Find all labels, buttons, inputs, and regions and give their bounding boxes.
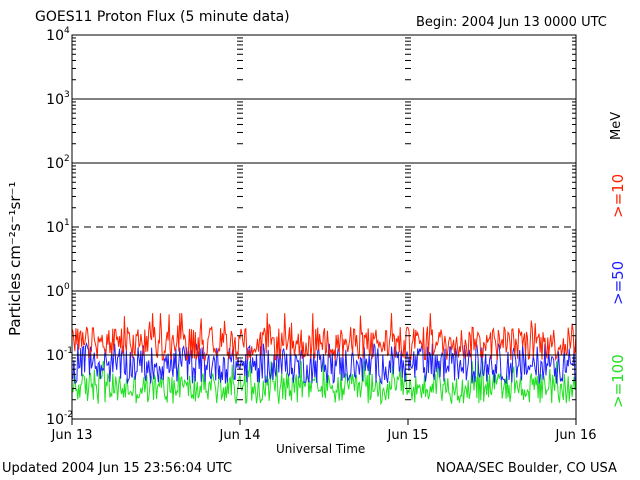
x-tick-label-0: Jun 13 bbox=[51, 428, 93, 443]
y-tick-exponent-0: -2 bbox=[64, 410, 73, 420]
y-tick-exponent-2: 0 bbox=[64, 282, 70, 292]
legend-ge10: >=10 bbox=[609, 173, 627, 218]
series-line-2 bbox=[71, 360, 577, 406]
chart-title: GOES11 Proton Flux (5 minute data) bbox=[35, 9, 290, 25]
y-axis-label: Particles cm⁻²s⁻¹sr⁻¹ bbox=[6, 181, 24, 336]
series-line-1 bbox=[71, 342, 577, 386]
plot-frame bbox=[71, 34, 577, 420]
y-tick-label-5: 10 bbox=[46, 92, 64, 108]
y-tick-label-2: 10 bbox=[46, 284, 64, 300]
y-tick-label-3: 10 bbox=[46, 220, 64, 236]
y-tick-exponent-6: 4 bbox=[64, 26, 70, 36]
updated-time: Updated 2004 Jun 15 23:56:04 UTC bbox=[2, 461, 233, 476]
y-tick-exponent-4: 2 bbox=[64, 154, 70, 164]
x-tick-label-3: Jun 16 bbox=[555, 428, 597, 443]
x-axis-label: Universal Time bbox=[276, 442, 366, 456]
y-tick-label-6: 10 bbox=[46, 28, 64, 44]
legend-ge50: >=50 bbox=[609, 260, 627, 305]
y-tick-exponent-3: 1 bbox=[64, 218, 70, 228]
data-source: NOAA/SEC Boulder, CO USA bbox=[436, 461, 617, 476]
y-tick-exponent-1: -1 bbox=[64, 346, 73, 356]
y-tick-label-0: 10 bbox=[46, 412, 64, 428]
y-tick-label-4: 10 bbox=[46, 156, 64, 172]
y-tick-exponent-5: 3 bbox=[64, 90, 70, 100]
x-tick-label-2: Jun 15 bbox=[387, 428, 429, 443]
series-line-0 bbox=[71, 313, 577, 362]
x-tick-label-1: Jun 14 bbox=[219, 428, 261, 443]
begin-time: Begin: 2004 Jun 13 0000 UTC bbox=[416, 15, 607, 30]
y-tick-label-1: 10 bbox=[46, 348, 64, 364]
mev-label: MeV bbox=[609, 111, 624, 140]
legend-ge100: >=100 bbox=[609, 354, 627, 408]
